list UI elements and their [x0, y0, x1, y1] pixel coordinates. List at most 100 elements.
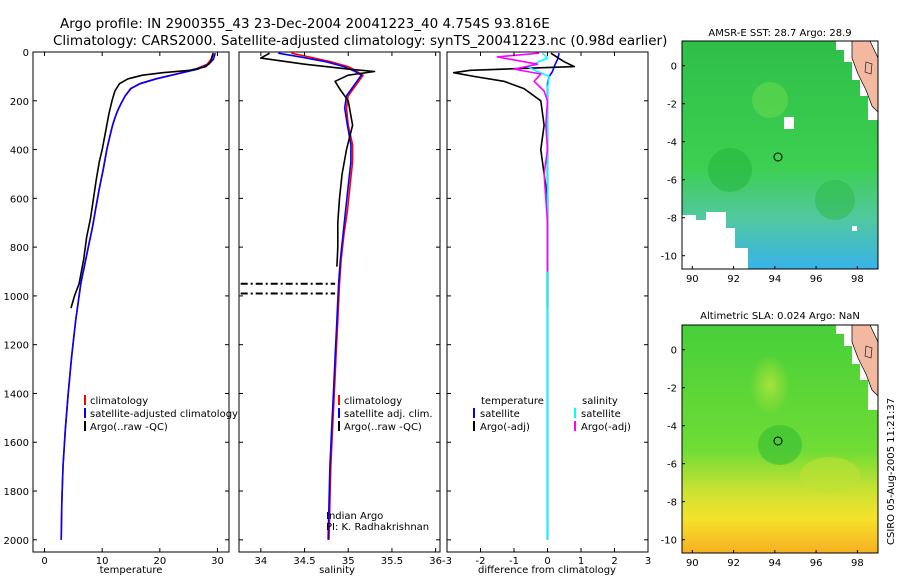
salinity-series-2 [259, 52, 376, 267]
y-tick-label: 1200 [4, 341, 29, 352]
y-tick-label: 1400 [4, 389, 29, 400]
difference-series-layer [452, 52, 576, 540]
map-y-tick-label: -6 [667, 176, 677, 187]
x-tick-label: 1 [578, 556, 584, 567]
map-y-tick-label: -6 [667, 460, 677, 471]
temperature-axes-box [32, 51, 230, 553]
sla-map-panel: Altimetric SLA: 0.024 Argo: NaN 90 92 94 96… [661, 311, 879, 569]
x-tick-label: 10 [96, 556, 109, 567]
sst-map-field [682, 41, 878, 269]
temperature-series-1 [60, 52, 216, 540]
x-tick-label: 34 [254, 556, 267, 567]
salinity-annotation-line1: Indian Argo [326, 511, 383, 522]
map-x-tick-label: 98 [851, 558, 864, 569]
salinity-series-0 [291, 52, 364, 540]
map-y-tick-label: -10 [661, 252, 677, 263]
y-tick-label: 2000 [4, 536, 29, 547]
temperature-series-2 [70, 52, 215, 309]
map-x-tick-label: 90 [686, 274, 699, 285]
map-y-tick-label: -2 [667, 384, 677, 395]
map-y-tick-label: -2 [667, 100, 677, 111]
figure-title-line2: Climatology: CARS2000. Satellite-adjuste… [53, 33, 667, 49]
sst-map-panel: AMSR-E SST: 28.7 Argo: 28.9 90 92 94 96 98 0 -… [661, 28, 879, 285]
temperature-ticks-layer: 0 10 20 30 0 200 400 600 800 1000 1200 1400 1600 1800… [4, 48, 229, 567]
map-x-tick-label: 92 [727, 274, 740, 285]
sst-patch-dark2 [815, 180, 855, 220]
x-tick-label: -1 [509, 556, 519, 567]
salinity-series-layer [240, 52, 376, 540]
sst-land-sumatra [851, 41, 878, 113]
y-tick-label: 800 [10, 243, 29, 254]
sst-argo-marker [773, 152, 783, 162]
temperature-xlabel: temperature [100, 565, 163, 576]
credit-timestamp: CSIRO 05-Aug-2005 11:21:37 [886, 398, 897, 545]
temperature-panel: 0 10 20 30 0 200 400 600 800 1000 1200 1400 1600 1800… [4, 48, 238, 576]
salinity-annotation-line2: PI: K. Radhakrishnan [326, 522, 429, 533]
map-x-tick-label: 90 [686, 558, 699, 569]
map-x-tick-label: 94 [768, 558, 781, 569]
map-x-tick-label: 96 [810, 558, 823, 569]
x-tick-label: 0 [544, 556, 550, 567]
sst-map-title: AMSR-E SST: 28.7 Argo: 28.9 [708, 28, 851, 39]
sla-land-island [864, 345, 873, 359]
salinity-series-1 [278, 52, 363, 540]
sla-map-ticks-layer: 90 92 94 96 98 0 -2 -4 -6 -8 -10 [661, 346, 864, 569]
map-x-tick-label: 96 [810, 274, 823, 285]
legend-label-sal-satellite: satellite [581, 409, 621, 420]
x-tick-label: 30 [211, 556, 224, 567]
difference-series-0 [546, 52, 560, 540]
y-tick-label: 0 [23, 48, 29, 59]
y-tick-label: 1800 [4, 487, 29, 498]
legend-label-satellite-adjusted: satellite-adjusted climatology [90, 409, 238, 420]
difference-series-3 [496, 52, 549, 272]
legend-heading-salinity: salinity [582, 396, 618, 407]
legend-label-temp-satellite: satellite [480, 409, 520, 420]
salinity-panel: 34 34.5 35 35.5 36 salinity climatology sate… [238, 51, 442, 576]
legend-label-argo: Argo(..raw -QC) [344, 422, 422, 433]
salinity-xlabel: salinity [319, 565, 355, 576]
sla-patch-yellow [800, 457, 860, 493]
x-tick-label: 0 [41, 556, 47, 567]
map-x-tick-label: 92 [727, 558, 740, 569]
map-y-tick-label: -8 [667, 214, 677, 225]
difference-xlabel: difference from climatology [478, 565, 616, 576]
sla-map-frame [681, 324, 879, 554]
y-tick-label: 1000 [4, 292, 29, 303]
x-tick-label: 2 [611, 556, 617, 567]
x-tick-label: 3 [645, 556, 651, 567]
sla-argo-marker [773, 436, 783, 446]
y-tick-label: 600 [10, 194, 29, 205]
legend-label-climatology: climatology [344, 396, 402, 407]
x-tick-label: 34.5 [293, 556, 315, 567]
difference-legend: temperature satellite Argo(-adj) salinit… [473, 396, 631, 433]
sla-map-title: Altimetric SLA: 0.024 Argo: NaN [700, 311, 860, 322]
sst-map-frame [681, 40, 879, 270]
legend-label-satellite-adj: satellite adj. clim. [344, 409, 433, 420]
salinity-axes-box [238, 51, 441, 553]
map-x-tick-label: 94 [768, 274, 781, 285]
sst-land-island [864, 61, 873, 75]
sst-map-ticks-layer: 90 92 94 96 98 0 -2 -4 -6 -8 -10 [661, 62, 864, 285]
sla-land-sumatra [851, 325, 878, 397]
temperature-series-0 [60, 52, 214, 540]
sla-patch-light [750, 355, 790, 415]
salinity-legend: climatology satellite adj. clim. Argo(..… [338, 395, 433, 433]
sst-patch-light [752, 82, 788, 118]
map-y-tick-label: -4 [667, 138, 677, 149]
sst-missing-data-bottomleft [682, 212, 748, 269]
x-tick-label: 20 [153, 556, 166, 567]
y-tick-label: 1600 [4, 438, 29, 449]
x-tick-label: -2 [476, 556, 486, 567]
legend-label-temp-argo: Argo(-adj) [480, 422, 530, 433]
sst-missing-data-centre [784, 117, 794, 129]
difference-series-1 [452, 52, 576, 309]
temperature-series-layer [60, 52, 216, 540]
y-tick-label: 200 [10, 97, 29, 108]
x-tick-label: 36 [429, 556, 442, 567]
legend-label-sal-argo: Argo(-adj) [581, 422, 631, 433]
map-x-tick-label: 98 [851, 274, 864, 285]
map-y-tick-label: 0 [671, 62, 677, 73]
temperature-legend: climatology satellite-adjusted climatolo… [84, 395, 238, 433]
difference-panel: -3 -2 -1 0 1 2 3 difference from climatology t… [442, 51, 651, 576]
